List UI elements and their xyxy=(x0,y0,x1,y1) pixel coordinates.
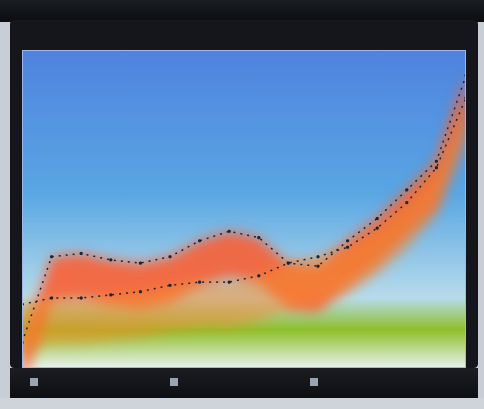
top-bezel xyxy=(0,0,484,22)
series-2-point-4 xyxy=(138,290,142,294)
legend-item-1 xyxy=(30,377,44,389)
legend-item-3 xyxy=(310,377,324,389)
series-1-point-12 xyxy=(375,216,379,221)
series-1-point-1 xyxy=(50,255,54,259)
series-1-point-5 xyxy=(168,255,172,259)
series-1-point-8 xyxy=(257,236,261,240)
series-2-point-1 xyxy=(50,296,54,300)
chart-plot xyxy=(22,50,466,368)
series-2-point-11 xyxy=(346,245,350,249)
series-2-point-14 xyxy=(434,166,438,170)
series-1-point-6 xyxy=(198,239,202,243)
chart-screen xyxy=(10,20,478,368)
series-1-point-11 xyxy=(346,239,350,243)
legend-item-2 xyxy=(170,377,184,389)
series-2-point-12 xyxy=(375,226,379,230)
bottom-bezel xyxy=(0,398,484,409)
series-1-point-14 xyxy=(434,159,438,163)
legend-bar xyxy=(10,368,478,398)
series-2-point-3 xyxy=(109,293,113,297)
legend-swatch xyxy=(310,378,318,386)
series-2-point-5 xyxy=(168,283,172,287)
legend xyxy=(10,368,478,398)
series-1-point-4 xyxy=(138,261,142,265)
series-2-point-9 xyxy=(286,261,290,265)
series-2-point-2 xyxy=(79,296,83,300)
series-1-point-7 xyxy=(227,229,231,233)
series-1-point-13 xyxy=(405,188,409,192)
series-2-line xyxy=(22,97,466,306)
series-1-point-10 xyxy=(316,264,320,268)
series-1-point-2 xyxy=(79,251,83,256)
legend-swatch xyxy=(30,378,38,386)
plot-frame xyxy=(22,50,466,368)
series-2-point-8 xyxy=(257,274,261,278)
series-1-point-3 xyxy=(109,258,113,262)
series-2-area xyxy=(22,97,466,351)
series-2-point-7 xyxy=(227,280,231,284)
series-2-point-10 xyxy=(316,255,320,259)
series-2-point-6 xyxy=(198,280,202,284)
series-2-point-13 xyxy=(405,201,409,205)
legend-swatch xyxy=(170,378,178,386)
